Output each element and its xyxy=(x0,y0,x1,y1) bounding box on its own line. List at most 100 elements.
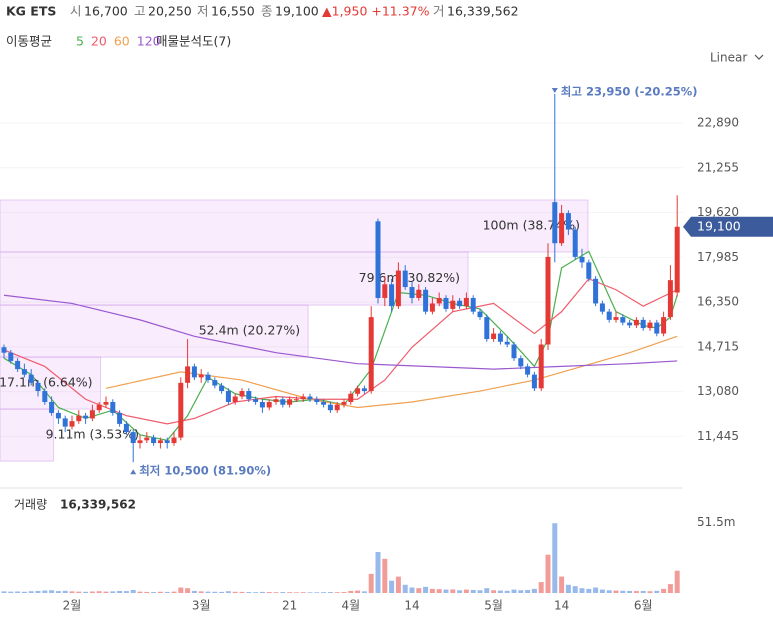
candle-body xyxy=(96,404,102,411)
volume-bar xyxy=(389,580,395,593)
candle-body xyxy=(389,284,395,307)
candle-body xyxy=(157,440,163,444)
volume-bar xyxy=(253,592,259,593)
volume-bar xyxy=(382,558,388,593)
candle-body xyxy=(232,396,238,402)
candle-body xyxy=(463,297,469,307)
scale-mode[interactable]: Linear xyxy=(710,51,747,65)
candle-body xyxy=(497,333,503,342)
volume-bar xyxy=(593,587,599,593)
volume-bar xyxy=(375,551,381,593)
candle-body xyxy=(171,437,177,444)
volume-bar xyxy=(137,591,143,593)
candle-body xyxy=(205,374,211,381)
candle-body xyxy=(103,401,109,405)
candle-body xyxy=(443,297,449,309)
x-tick-label: 2월 xyxy=(63,599,82,613)
volume-bar xyxy=(239,591,245,593)
volume-bar xyxy=(511,589,517,593)
candle-body xyxy=(586,262,592,279)
candle-body xyxy=(511,344,517,359)
profile-toggle[interactable]: 매물분석도(7) xyxy=(156,34,231,49)
profile-label: 52.4m (20.27%) xyxy=(199,323,300,338)
volume-bar xyxy=(327,592,333,593)
volume-bar xyxy=(225,591,231,593)
volume-bar xyxy=(49,590,55,593)
candle-body xyxy=(185,366,191,383)
candle-body xyxy=(300,396,306,400)
candle-body xyxy=(667,280,673,318)
x-tick-label: 3월 xyxy=(192,599,211,613)
extreme-label: 최고 23,950 (-20.25%) xyxy=(561,85,698,99)
candle-body xyxy=(280,399,286,405)
volume-bar xyxy=(96,591,102,593)
volume-bar xyxy=(531,588,537,593)
volume-bar xyxy=(198,591,204,593)
candle-body xyxy=(8,352,14,361)
y-tick-label: 13,080 xyxy=(697,384,739,398)
candle-body xyxy=(219,385,225,392)
candle-body xyxy=(239,391,245,397)
volume-title: 거래량 xyxy=(14,498,47,512)
candle-body xyxy=(593,278,599,304)
volume-bar xyxy=(368,573,374,593)
volume-bar xyxy=(450,589,456,593)
volume-bar xyxy=(219,591,225,593)
y-tick-label: 17,985 xyxy=(697,250,739,264)
volume-bar xyxy=(232,591,238,593)
volume-bar xyxy=(212,591,218,593)
profile-label: 79.6m (30.82%) xyxy=(359,270,460,285)
ma-line xyxy=(3,294,678,370)
candle-body xyxy=(613,317,619,320)
volume-bar xyxy=(28,591,34,593)
volume-bar xyxy=(171,591,177,593)
volume-bar xyxy=(334,592,340,593)
volume-bar xyxy=(402,584,408,593)
volume-bar xyxy=(667,584,673,593)
candle-body xyxy=(151,437,157,444)
candle-body xyxy=(450,300,456,309)
ma-legend: 120 xyxy=(137,34,161,49)
candle-body xyxy=(334,404,340,411)
volume-bar xyxy=(457,590,463,593)
volume-bar xyxy=(491,590,497,593)
volume-bar xyxy=(436,589,442,593)
candle-body xyxy=(198,374,204,378)
volume-total: 16,339,562 xyxy=(60,498,136,512)
open-value: 16,700 xyxy=(84,4,128,19)
volume-bar xyxy=(293,592,299,593)
volume-bar xyxy=(620,590,626,593)
volume-bar xyxy=(606,590,612,593)
volume-bar xyxy=(83,591,89,593)
volume-bar xyxy=(395,576,401,593)
candle-body xyxy=(35,382,41,392)
candle-body xyxy=(293,399,299,401)
candle-body xyxy=(375,221,381,298)
ma-legend: 60 xyxy=(114,34,130,49)
volume-bar xyxy=(627,590,633,593)
volume-bar xyxy=(518,590,524,593)
volume-bar xyxy=(654,590,660,593)
candle-body xyxy=(55,412,61,419)
volume-tick-label: 51.5m xyxy=(697,515,735,529)
candle-body xyxy=(62,418,68,427)
high-value: 20,250 xyxy=(148,4,192,19)
candle-body xyxy=(287,399,293,405)
x-tick-label: 21 xyxy=(282,599,297,613)
candle-body xyxy=(504,341,510,345)
candle-body xyxy=(266,401,272,408)
volume-bar xyxy=(55,591,61,593)
candle-body xyxy=(368,317,374,392)
last-price-tag xyxy=(683,216,773,237)
candle-body xyxy=(110,401,116,413)
candle-body xyxy=(429,303,435,312)
volume-bar xyxy=(674,570,680,593)
candle-body xyxy=(144,437,150,441)
candle-body xyxy=(178,382,184,438)
candle-body xyxy=(42,391,48,402)
volume-value: 16,339,562 xyxy=(447,4,519,19)
candle-body xyxy=(117,412,123,424)
candle-body xyxy=(640,319,646,329)
volume-bar xyxy=(76,591,82,593)
